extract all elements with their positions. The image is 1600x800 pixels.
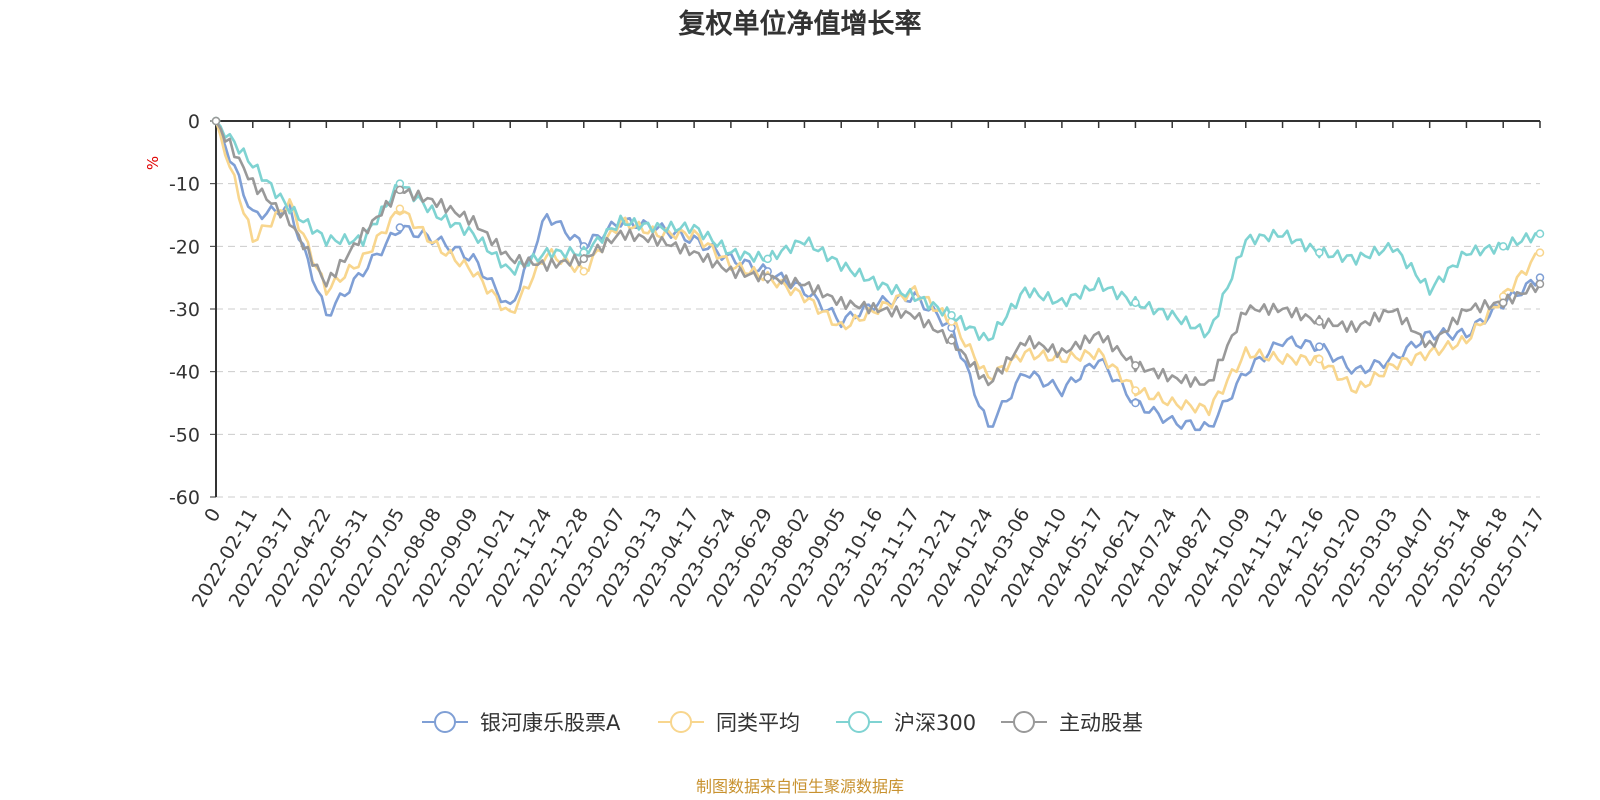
- x-tick-label: 0: [200, 505, 225, 526]
- series-line: [214, 120, 1542, 432]
- y-tick-label: -40: [169, 362, 200, 384]
- y-tick-label: -50: [169, 424, 200, 446]
- legend-marker: [670, 711, 692, 733]
- legend-item[interactable]: 银河康乐股票A: [422, 711, 621, 735]
- data-point: [579, 267, 589, 276]
- series-line: [214, 120, 1541, 417]
- grid-lines: [216, 183, 1540, 498]
- data-point: [1131, 386, 1140, 395]
- series-line: [214, 120, 1542, 388]
- data-point: [1131, 398, 1140, 408]
- legend-marker: [434, 711, 456, 733]
- legend-marker: [848, 711, 870, 733]
- legend-item[interactable]: 沪深300: [836, 711, 976, 735]
- legend-label: 主动股基: [1059, 711, 1143, 735]
- data-point: [1535, 248, 1545, 257]
- data-point: [395, 204, 405, 213]
- legend-label: 银河康乐股票A: [480, 711, 621, 735]
- data-point: [1131, 361, 1140, 370]
- data-point: [1315, 248, 1324, 257]
- y-tick-label: -20: [169, 236, 200, 258]
- data-point: [1498, 298, 1508, 307]
- y-tick-label: -60: [169, 487, 200, 509]
- data-point: [947, 336, 956, 345]
- legend-item[interactable]: 主动股基: [1001, 711, 1143, 735]
- data-point: [1131, 298, 1140, 307]
- data-point: [1535, 279, 1545, 289]
- y-tick-label: 0: [188, 111, 200, 133]
- series-lines: [211, 116, 1545, 432]
- data-point: [1315, 317, 1324, 326]
- data-point: [1535, 229, 1545, 239]
- legend-marker: [1013, 711, 1035, 733]
- data-point: [395, 223, 405, 232]
- y-axis: 0 -10 -20 -30 -40 -50 -60: [169, 111, 217, 509]
- data-point: [1315, 354, 1324, 364]
- data-point: [211, 116, 221, 126]
- chart-title: 复权单位净值增长率: [679, 8, 922, 40]
- legend-label: 沪深300: [894, 711, 976, 735]
- data-point: [395, 185, 405, 195]
- data-point: [763, 273, 772, 282]
- series-line: [215, 120, 1541, 342]
- data-point: [579, 254, 589, 264]
- legend[interactable]: 银河康乐股票A 同类平均 沪深300 主动股基: [422, 711, 1143, 735]
- data-point: [1498, 242, 1508, 251]
- data-point: [763, 254, 772, 264]
- y-axis-unit: %: [144, 156, 162, 170]
- legend-label: 同类平均: [716, 711, 800, 735]
- legend-item[interactable]: 同类平均: [658, 711, 800, 735]
- data-source-note: 制图数据来自恒生聚源数据库: [696, 777, 904, 796]
- data-point: [947, 311, 956, 320]
- y-tick-label: -30: [169, 299, 200, 321]
- data-point: [1315, 342, 1324, 351]
- y-tick-label: -10: [169, 174, 200, 196]
